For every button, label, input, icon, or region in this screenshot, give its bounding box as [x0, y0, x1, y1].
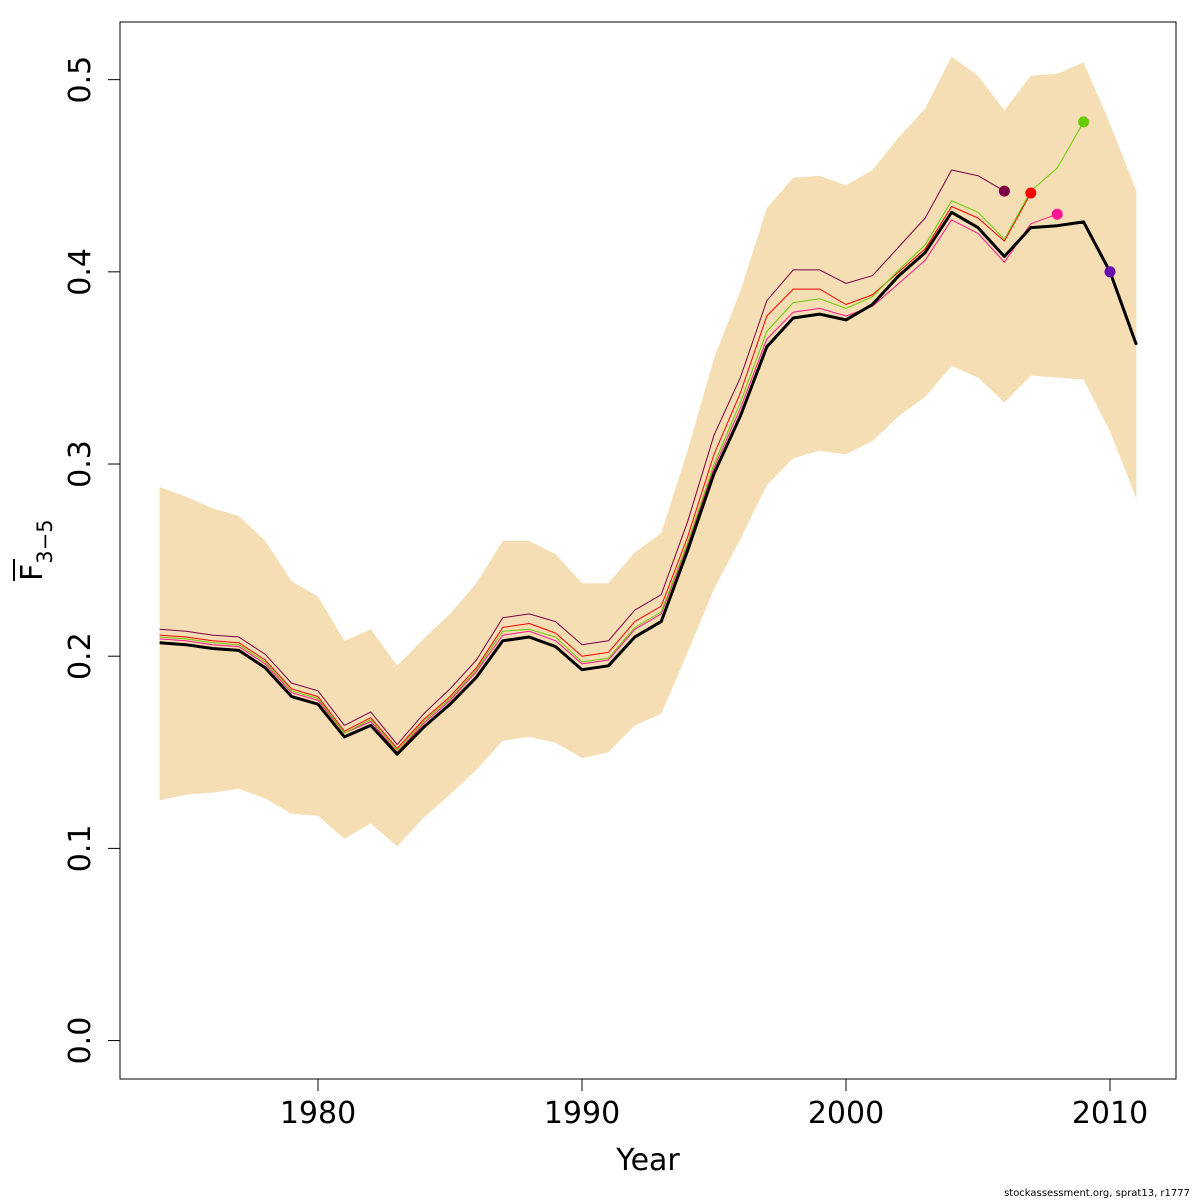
series-line-3 — [159, 213, 1058, 753]
series-end-point-5 — [1104, 266, 1116, 278]
end-points-layer — [998, 116, 1116, 278]
footer-credit: stockassessment.org, sprat13, r1777 — [1004, 1188, 1190, 1199]
series-end-point-3 — [1051, 208, 1063, 220]
series-end-point-4 — [1078, 116, 1090, 128]
series-line-4 — [159, 121, 1085, 751]
series-end-point-1 — [998, 185, 1010, 197]
y-tick-label: 0.5 — [63, 56, 98, 104]
series-layer — [159, 121, 1138, 756]
y-axis-title-subscript: 3−5 — [33, 519, 57, 563]
y-axis-title: F3−5 — [13, 519, 57, 581]
y-tick-label: 0.2 — [63, 632, 98, 680]
x-tick-label: 2000 — [808, 1096, 884, 1131]
y-tick-label: 0.1 — [63, 825, 98, 873]
y-tick-label: 0.3 — [63, 440, 98, 488]
y-axis: 0.0 0.1 0.2 0.3 0.4 0.5 — [63, 56, 121, 1065]
x-axis: 1980 1990 2000 2010 — [280, 1078, 1148, 1131]
series-line-1 — [159, 169, 1005, 746]
x-tick-label: 1980 — [280, 1096, 356, 1131]
confidence-band — [159, 56, 1137, 847]
x-tick-label: 1990 — [544, 1096, 620, 1131]
x-tick-label: 2010 — [1072, 1096, 1148, 1131]
y-axis-title-symbol: F — [15, 564, 50, 581]
series-end-point-2 — [1025, 187, 1037, 199]
confidence-band-layer — [159, 56, 1137, 847]
series-line-0 — [159, 210, 1138, 756]
y-axis-title-text: F3−5 — [15, 519, 57, 581]
y-tick-label: 0.4 — [63, 248, 98, 296]
x-axis-title: Year — [615, 1143, 680, 1178]
y-tick-label: 0.0 — [63, 1017, 98, 1065]
